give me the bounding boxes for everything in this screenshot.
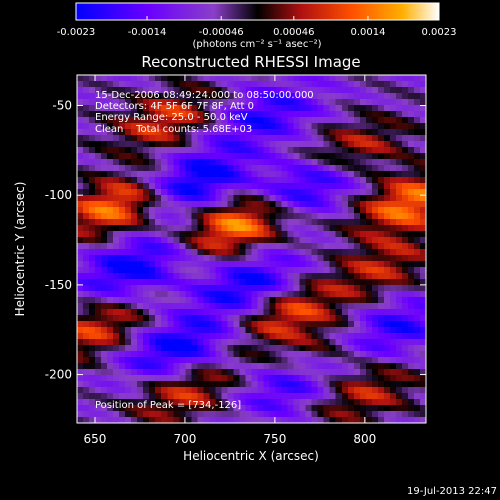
chart-title: Reconstructed RHESSI Image — [141, 53, 360, 71]
heatmap-image — [77, 75, 426, 423]
plot-frame — [76, 74, 427, 424]
x-tick-label: 700 — [173, 432, 196, 446]
x-axis: 650 700 750 800 — [84, 75, 376, 446]
colorbar-tick-label: -0.00046 — [199, 27, 244, 38]
colorbar-label: (photons cm⁻² s⁻¹ asec⁻²) — [192, 39, 321, 50]
colorbar-tick-label: -0.0023 — [57, 27, 96, 38]
annotation-energy-range: Energy Range: 25.0 - 50.0 keV — [95, 112, 248, 123]
annotation-clean-counts: Clean Total counts: 5.68E+03 — [95, 124, 252, 135]
colorbar-tick-label: -0.0014 — [128, 27, 167, 38]
x-tick-label: 800 — [353, 432, 376, 446]
x-tick-label: 750 — [263, 432, 286, 446]
x-axis-label: Heliocentric X (arcsec) — [183, 449, 319, 463]
colorbar-tick-label: 0.0023 — [422, 27, 457, 38]
colorbar-tick-label: 0.00046 — [273, 27, 314, 38]
y-axis-label: Heliocentric Y (arcsec) — [13, 182, 27, 317]
annotation-block: 15-Dec-2006 08:49:24.000 to 08:50:00.000… — [95, 90, 314, 135]
annotation-detectors: Detectors: 4F 5F 6F 7F 8F, Att 0 — [95, 101, 254, 112]
colorbar-ticks: -0.0023 -0.0014 -0.00046 0.00046 0.0014 0.002… — [57, 16, 457, 38]
y-axis: -50 -100 -150 -200 — [45, 98, 426, 382]
y-tick-label: -50 — [52, 98, 72, 112]
y-tick-label: -200 — [45, 368, 72, 382]
colorbar-tick-label: 0.0014 — [350, 27, 385, 38]
annotation-time-range: 15-Dec-2006 08:49:24.000 to 08:50:00.000 — [95, 90, 314, 101]
x-tick-label: 650 — [84, 432, 107, 446]
y-tick-label: -150 — [45, 278, 72, 292]
timestamp: 19-Jul-2013 22:47 — [407, 486, 497, 497]
colorbar — [75, 2, 440, 21]
y-tick-label: -100 — [45, 188, 72, 202]
peak-position-label: Position of Peak = [734,-126] — [95, 400, 241, 411]
